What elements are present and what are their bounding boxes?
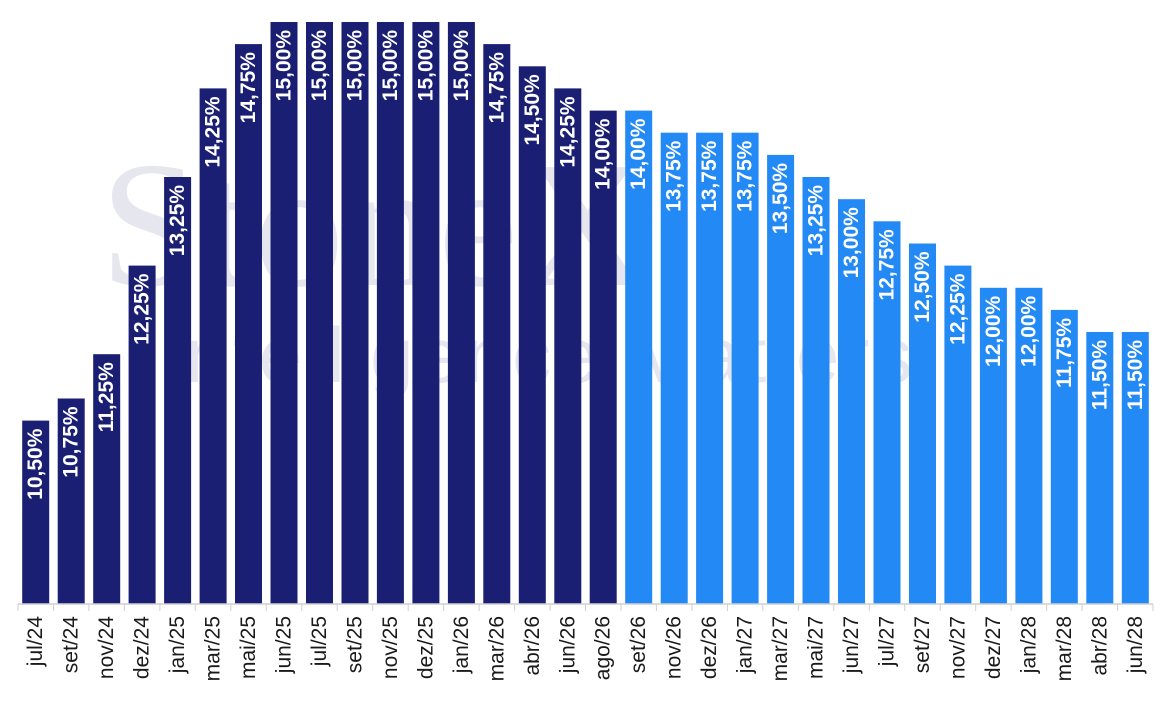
x-tick-label: jan/27: [734, 616, 757, 674]
bar-value-label: 14,75%: [237, 52, 260, 124]
bar-value-label: 14,00%: [627, 118, 650, 190]
x-tick-label: jul/27: [876, 616, 899, 667]
bar-jun/25: [270, 22, 298, 604]
bar-nov/26: [660, 132, 688, 604]
bar-jul/25: [306, 22, 333, 604]
bar-value-label: 15,00%: [414, 30, 437, 102]
bar-jan/28: [1015, 287, 1043, 604]
bar-value-label: 14,50%: [521, 74, 544, 146]
bar-dez/27: [979, 287, 1007, 604]
x-tick-label: set/27: [911, 616, 934, 673]
x-tick-label: mai/25: [237, 616, 260, 679]
bar-jul/24: [22, 420, 50, 604]
x-tick-label: nov/25: [379, 616, 402, 679]
bar-value-label: 11,50%: [1088, 340, 1111, 410]
x-tick-label: jan/26: [450, 616, 473, 674]
bar-mar/26: [483, 44, 511, 605]
bar-value-label: 15,00%: [450, 30, 473, 102]
bar-nov/25: [376, 22, 404, 604]
bar-value-label: 14,75%: [485, 52, 508, 124]
x-tick-label: jun/27: [840, 616, 863, 674]
bar-value-label: 14,25%: [202, 96, 225, 168]
x-tick-label: jun/28: [1124, 616, 1147, 674]
bar-value-label: 13,50%: [769, 163, 792, 235]
bar-value-label: 11,75%: [1053, 318, 1076, 388]
x-tick-label: abr/28: [1088, 616, 1111, 676]
bar-value-label: 13,00%: [840, 207, 863, 279]
bar-value-label: 12,00%: [1017, 295, 1040, 367]
bar-value-label: 14,00%: [592, 118, 615, 190]
x-tick-label: jan/25: [166, 616, 189, 674]
bar-value-label: 12,25%: [131, 273, 154, 345]
x-tick-label: dez/27: [982, 616, 1005, 679]
bar-value-label: 13,75%: [663, 140, 686, 212]
bar-jan/25: [164, 177, 192, 604]
bar-jul/27: [873, 221, 901, 605]
x-tick-label: ago/26: [592, 616, 615, 680]
bar-mar/27: [767, 154, 795, 604]
x-tick-label: dez/25: [414, 616, 437, 679]
bar-value-label: 13,25%: [805, 185, 828, 257]
bar-mai/25: [235, 44, 262, 605]
bar-value-label: 15,00%: [344, 30, 367, 102]
bar-value-label: 12,25%: [946, 273, 969, 345]
bar-mar/28: [1050, 309, 1078, 604]
bar-value-label: 12,00%: [982, 295, 1005, 367]
x-tick-label: set/26: [627, 616, 650, 673]
bar-value-label: 14,25%: [556, 96, 579, 168]
bar-abr/26: [518, 66, 546, 605]
x-tick-label: abr/26: [521, 616, 544, 676]
bar-value-label: 10,50%: [24, 428, 47, 500]
bar-set/27: [909, 243, 936, 604]
bar-value-label: 12,75%: [876, 229, 899, 301]
x-tick-label: dez/24: [131, 616, 154, 679]
bar-ago/26: [589, 110, 617, 604]
bar-jan/26: [447, 22, 475, 604]
bars-group: 10,50% 10,75% 11,25% 12,25% 13,25% 14,25% 14,7…: [22, 22, 1149, 605]
bar-jun/26: [554, 88, 582, 604]
x-tick-label: mar/28: [1053, 616, 1076, 681]
x-tick-label: jun/26: [556, 616, 579, 674]
bar-jan/27: [731, 132, 759, 604]
x-tick-label: nov/27: [946, 616, 969, 679]
x-tick-label: set/25: [344, 616, 367, 673]
bar-value-label: 15,00%: [379, 30, 402, 102]
x-tick-label: mar/26: [485, 616, 508, 681]
x-tick-label: mar/25: [202, 616, 225, 681]
x-tick-label: mai/27: [805, 616, 828, 679]
x-tick-label: set/24: [60, 616, 83, 674]
bar-value-label: 13,75%: [698, 140, 721, 212]
bar-value-label: 13,25%: [166, 185, 189, 257]
bar-mai/27: [802, 177, 830, 604]
x-tick-label: jun/25: [273, 616, 296, 674]
bar-set/26: [625, 110, 653, 604]
bar-dez/24: [128, 265, 156, 604]
bar-jun/28: [1121, 332, 1149, 604]
bar-value-label: 10,75%: [60, 406, 83, 478]
bar-mar/25: [199, 88, 227, 604]
bar-value-label: 12,50%: [911, 251, 934, 323]
bar-set/24: [57, 398, 85, 604]
x-tick-label: nov/24: [95, 616, 118, 679]
x-tick-label: jul/24: [24, 616, 47, 668]
bar-value-label: 15,00%: [308, 30, 331, 102]
bar-dez/26: [696, 132, 724, 604]
bar-abr/28: [1086, 332, 1114, 604]
bar-nov/27: [944, 265, 972, 604]
bar-dez/25: [412, 22, 440, 604]
x-tick-label: mar/27: [769, 616, 792, 681]
bar-jun/27: [838, 199, 865, 604]
x-tick-label: nov/26: [663, 616, 686, 679]
bar-value-label: 13,75%: [734, 140, 757, 212]
x-axis-ticks: jul/24 set/24 nov/24 dez/24 jan/25 mar/25 mai/…: [17, 604, 1154, 681]
x-tick-label: jan/28: [1017, 616, 1040, 674]
bar-value-label: 11,25%: [95, 362, 118, 432]
bar-nov/24: [93, 354, 121, 604]
x-tick-label: dez/26: [698, 616, 721, 679]
x-tick-label: jul/25: [308, 616, 331, 667]
bar-value-label: 15,00%: [273, 30, 296, 102]
bar-set/25: [341, 22, 369, 604]
bar-value-label: 11,50%: [1124, 340, 1147, 410]
